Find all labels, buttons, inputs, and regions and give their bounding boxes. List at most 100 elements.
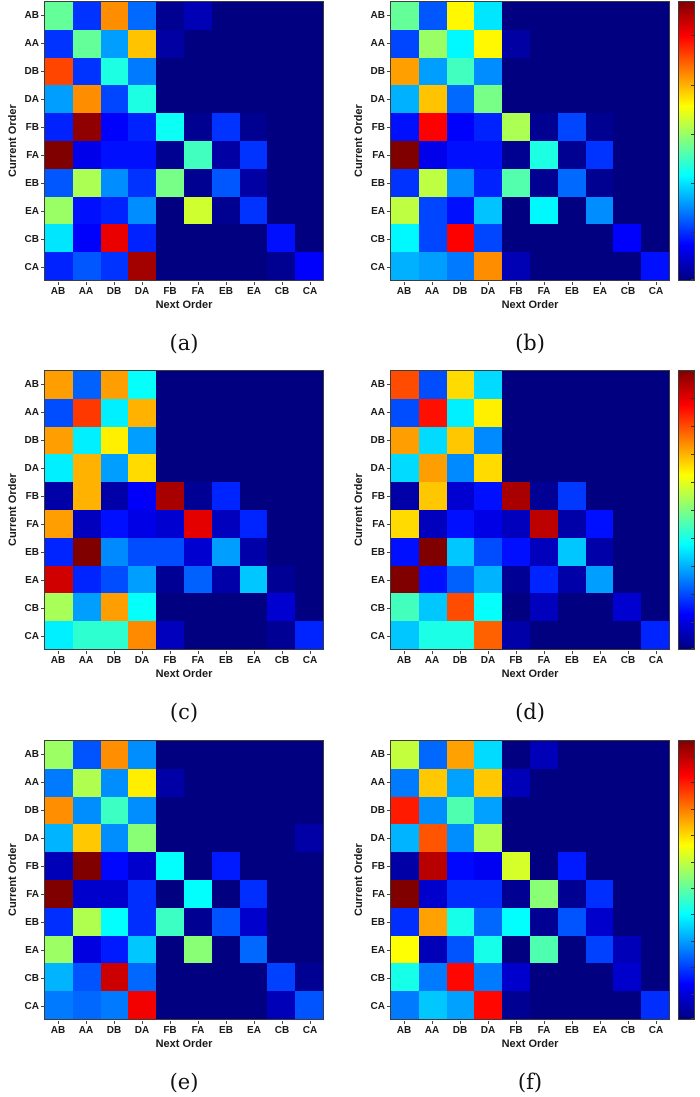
heatmap-cell	[391, 482, 419, 510]
y-axis-ticks: AB AA DB DA FB FA EB EA CB CA	[20, 1, 44, 281]
heatmap-cell	[502, 879, 530, 908]
heatmap-cell	[641, 57, 669, 86]
heatmap-cell	[502, 252, 530, 280]
heatmap-cell	[641, 454, 669, 483]
y-axis-ticks: AB AA DB DA FB FA EB EA CB CA	[366, 1, 390, 281]
heatmap-cell	[641, 907, 669, 936]
x-tick-label: CA	[296, 282, 324, 297]
subplot-a: Current Order AB AA DB DA FB FA EB EA CB CA AB AA D…	[6, 1, 324, 355]
y-tick-label: EB	[20, 169, 44, 197]
y-tick-label: FB	[20, 113, 44, 141]
heatmap-cell	[183, 879, 212, 908]
heatmap-cell	[557, 879, 586, 908]
x-axis-label: Next Order	[501, 299, 559, 311]
heatmap-cell	[45, 879, 73, 908]
y-tick-label: DA	[366, 824, 390, 852]
heatmap-cell	[100, 85, 129, 114]
heatmap-cell	[474, 57, 503, 86]
heatmap-cell	[641, 509, 669, 538]
heatmap-cell	[474, 509, 503, 538]
heatmap-cell	[502, 963, 530, 992]
x-tick-label: DA	[474, 282, 502, 297]
heatmap-cell	[239, 963, 268, 992]
heatmap-cell	[239, 879, 268, 908]
x-tick-label: FB	[502, 1021, 530, 1036]
y-tick-label: EA	[366, 566, 390, 594]
y-tick-label: EB	[20, 538, 44, 566]
heatmap-cell	[446, 565, 475, 594]
y-tick-label: CB	[366, 964, 390, 992]
heatmap-cell	[239, 168, 268, 197]
heatmap-cell	[502, 824, 530, 853]
heatmap-cell	[502, 454, 530, 483]
heatmap-cell	[391, 907, 419, 936]
heatmap-cell	[128, 371, 157, 399]
heatmap-cell	[474, 398, 503, 427]
y-axis-label: Current Order	[353, 104, 365, 178]
heatmap-cell	[529, 509, 558, 538]
x-tick-label: AB	[44, 282, 72, 297]
heatmap-cell	[446, 426, 475, 455]
colorbar-tick-mark	[691, 538, 695, 539]
subplot-c: Current Order AB AA DB DA FB FA EB EA CB CA AB AA D…	[6, 370, 324, 724]
heatmap-cell	[557, 621, 586, 649]
x-tick-label: DA	[128, 651, 156, 666]
heatmap-cell	[128, 537, 157, 566]
heatmap-cell	[156, 482, 184, 510]
heatmap-cell	[183, 565, 212, 594]
heatmap-cell	[474, 991, 503, 1019]
heatmap-cell	[391, 565, 419, 594]
x-tick-label: EA	[240, 282, 268, 297]
heatmap-cell	[474, 565, 503, 594]
heatmap-cell	[418, 2, 447, 30]
heatmap-cell	[72, 113, 101, 141]
heatmap-cell	[128, 85, 157, 114]
heatmap-cell	[45, 852, 73, 880]
heatmap-cell	[295, 85, 323, 114]
heatmap-cell	[613, 398, 642, 427]
heatmap-cell	[45, 252, 73, 280]
heatmap-cell	[100, 196, 129, 225]
y-tick-label: FB	[20, 852, 44, 880]
colorbar-tick-mark	[691, 398, 695, 399]
heatmap-cell	[529, 371, 558, 399]
heatmap-cell	[391, 741, 419, 769]
heatmap-cell	[295, 482, 323, 510]
heatmap-cell	[557, 371, 586, 399]
heatmap-cell	[641, 963, 669, 992]
heatmap-cell	[100, 907, 129, 936]
colorbar-tick-mark	[691, 808, 695, 810]
heatmap-cell	[474, 196, 503, 225]
heatmap-cell	[211, 824, 240, 853]
heatmap-cell	[239, 2, 268, 30]
heatmap-cell	[391, 935, 419, 964]
heatmap-cell	[267, 741, 296, 769]
colorbar-tick-mark	[691, 967, 695, 969]
x-tick-label: EB	[558, 1021, 586, 1036]
heatmap-plot	[390, 1, 670, 281]
x-tick-label: CB	[614, 1021, 642, 1036]
y-axis-label: Current Order	[7, 473, 19, 547]
heatmap-cell	[641, 168, 669, 197]
heatmap-cell	[156, 168, 184, 197]
heatmap-cell	[100, 852, 129, 880]
x-tick-label: AA	[72, 651, 100, 666]
y-tick-label: EA	[20, 936, 44, 964]
heatmap-cell	[529, 621, 558, 649]
heatmap-cell	[502, 196, 530, 225]
heatmap-cell	[502, 398, 530, 427]
heatmap-cell	[267, 621, 296, 649]
heatmap-cell	[100, 768, 129, 797]
colorbar-tick-mark	[691, 1018, 695, 1019]
heatmap-cell	[45, 224, 73, 253]
y-tick-label: AA	[366, 768, 390, 796]
heatmap-cell	[156, 907, 184, 936]
y-axis-ticks: AB AA DB DA FB FA EB EA CB CA	[366, 740, 390, 1020]
heatmap-cell	[391, 426, 419, 455]
y-tick-label: DB	[20, 426, 44, 454]
heatmap-cell	[183, 991, 212, 1019]
heatmap-cell	[156, 741, 184, 769]
heatmap-cell	[391, 852, 419, 880]
heatmap-cell	[100, 621, 129, 649]
heatmap-cell	[418, 991, 447, 1019]
